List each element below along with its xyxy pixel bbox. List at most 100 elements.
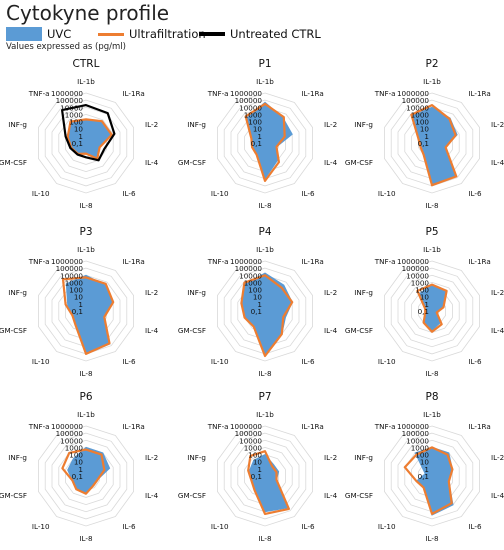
axis-label-inf-g: INF-g [354,453,373,462]
axis-label-inf-g: INF-g [8,453,27,462]
grid-ring [44,99,128,187]
axis-label-il-6: IL-6 [122,357,136,366]
tick-label: 100 [415,286,429,295]
tick-label: 10000 [239,436,262,445]
tick-label: 1000000 [230,89,262,98]
axis-label-il-4: IL-4 [145,491,159,500]
figure-title: Cytokyne profile [6,1,170,25]
tick-label: 1000000 [397,257,429,266]
axis-label-il-2: IL-2 [145,288,158,297]
axis-label-tnf-a: TNF-a [28,89,50,98]
tick-label: 1 [257,300,262,309]
axis-label-il-1ra: IL-1Ra [122,89,144,98]
grid-ring [216,260,314,362]
axis-label-tnf-a: TNF-a [28,257,50,266]
axis-label-tnf-a: TNF-a [374,89,396,98]
tick-label: 1000000 [397,89,429,98]
chart-title-p1: P1 [258,58,271,70]
axis-label-il-1ra: IL-1Ra [468,257,490,266]
axis-label-gm-csf: GM-CSF [0,158,27,167]
axis-label-il-1ra: IL-1Ra [122,422,144,431]
tick-label: 10000 [406,436,429,445]
axis-label-il-1ra: IL-1Ra [468,89,490,98]
axis-label-inf-g: INF-g [8,288,27,297]
legend-label-uvc: UVC [47,27,72,41]
grid-ring [223,99,307,187]
axis-label-il-6: IL-6 [122,522,136,531]
tick-label: 0,1 [418,472,429,481]
tick-label: 10 [420,293,430,302]
tick-label: 0,1 [72,139,83,148]
axis-label-il-2: IL-2 [491,288,504,297]
tick-label: 100000 [56,429,84,438]
axis-label-il-1b: IL-1b [423,77,441,86]
tick-label: 10 [420,125,430,134]
axis-label-inf-g: INF-g [8,120,27,129]
units-note: Values expressed as (pg/ml) [6,42,126,52]
chart-title-p6: P6 [79,391,92,403]
axis-label-il-2: IL-2 [491,120,504,129]
tick-label: 10000 [406,271,429,280]
tick-label: 100000 [402,429,430,438]
axis-label-il-1ra: IL-1Ra [301,422,323,431]
tick-label: 0,1 [251,139,262,148]
grid-ring [223,432,307,520]
axis-label-gm-csf: GM-CSF [0,491,27,500]
tick-label: 1 [424,465,429,474]
tick-label: 10 [253,293,263,302]
axis-label-il-6: IL-6 [468,189,482,198]
axis-label-il-1ra: IL-1Ra [468,422,490,431]
axis-label-il-1ra: IL-1Ra [122,257,144,266]
axis-label-il-4: IL-4 [145,158,159,167]
tick-label: 100 [69,118,83,127]
axis-label-inf-g: INF-g [187,120,206,129]
axis-label-il-2: IL-2 [145,120,158,129]
axis-label-tnf-a: TNF-a [207,257,229,266]
series-ultrafiltration [244,102,286,182]
tick-label: 100000 [402,264,430,273]
axis-label-il-8: IL-8 [79,534,93,543]
axis-label-il-6: IL-6 [301,189,315,198]
tick-label: 100000 [235,264,263,273]
legend-label-ultrafiltration: Ultrafiltration [129,27,206,41]
axis-label-il-2: IL-2 [145,453,158,462]
axis-label-gm-csf: GM-CSF [345,491,373,500]
axis-label-inf-g: INF-g [187,453,206,462]
axis-label-il-1b: IL-1b [423,410,441,419]
grid-ring [38,92,135,194]
tick-label: 1 [257,465,262,474]
grid-ring [58,113,114,173]
tick-label: 1000 [65,278,84,287]
tick-label: 100 [69,286,83,295]
axis-label-il-10: IL-10 [211,522,229,531]
axis-label-tnf-a: TNF-a [374,422,396,431]
axis-label-gm-csf: GM-CSF [178,326,206,335]
grid-ring [404,281,460,341]
axis-label-inf-g: INF-g [354,288,373,297]
tick-label: 1000 [244,278,263,287]
axis-label-il-8: IL-8 [79,369,93,378]
axis-label-il-2: IL-2 [324,120,337,129]
grid-ring [397,274,467,348]
axis-label-il-8: IL-8 [425,534,439,543]
axis-label-inf-g: INF-g [354,120,373,129]
legend-swatch-untreated-ctrl [199,32,225,36]
tick-label: 100 [248,118,262,127]
tick-label: 10 [420,458,430,467]
tick-label: 100 [415,451,429,460]
series-ultrafiltration [240,274,294,358]
grid-ring [216,425,314,527]
tick-label: 10000 [239,271,262,280]
tick-label: 10000 [239,103,262,112]
axis-label-il-1b: IL-1b [256,77,274,86]
axis-label-il-1ra: IL-1Ra [301,89,323,98]
tick-label: 1000000 [397,422,429,431]
tick-label: 100 [415,118,429,127]
axis-label-il-4: IL-4 [145,326,159,335]
grid-ring [58,446,114,506]
grid-ring [390,432,474,520]
